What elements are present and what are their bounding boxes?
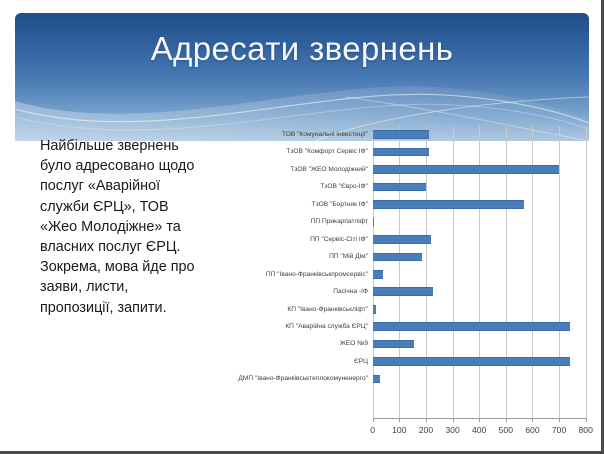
- plot-area: 0 100 200 300 400 500 600 700 800: [370, 126, 593, 435]
- category-axis: ТОВ "Комунальні інвестиції" ТзОВ "Комфорт…: [180, 126, 372, 418]
- xtick-label: 400: [472, 425, 487, 435]
- category-label: ПП Прикарпатліфт: [310, 218, 368, 226]
- bar: [372, 374, 381, 384]
- category-label: ТОВ "Комунальні інвестиції": [282, 131, 368, 138]
- axis-tick: [372, 418, 374, 422]
- bar: [372, 130, 430, 140]
- gridline: [559, 126, 561, 418]
- axis-tick: [585, 418, 587, 422]
- category-label: ЖЕО №9: [339, 340, 368, 348]
- axis-tick: [479, 418, 481, 422]
- category-label: ТзОВ "Комфорт Сервіс ІФ": [286, 148, 368, 156]
- category-label: ТзОВ "Бортняк ІФ": [311, 200, 368, 208]
- category-label: ДМП "Івано-Франківськтеплокомуненерго": [238, 375, 368, 383]
- bar: [372, 339, 414, 349]
- category-label: ТзОВ "Євро-ІФ": [320, 183, 368, 191]
- category-label: ТзОВ "ЖЕО Молодіжний": [290, 165, 368, 173]
- category-label: ПП "Мій Дім": [329, 253, 368, 261]
- category-label: ПП "Івано-Франківськпромсервіс": [265, 270, 368, 278]
- xtick-label: 700: [551, 425, 567, 435]
- xtick-label: 800: [578, 425, 593, 435]
- bar: [372, 217, 375, 227]
- title-banner: [15, 13, 589, 141]
- bar: [372, 165, 560, 174]
- category-label: Пасічна -ІФ: [333, 288, 368, 296]
- bar-chart: ТОВ "Комунальні інвестиції" ТзОВ "Комфорт…: [180, 126, 593, 436]
- bar: [372, 235, 432, 244]
- xtick-label: 100: [392, 425, 407, 435]
- xtick-label: 200: [418, 425, 434, 435]
- gridline: [505, 126, 507, 418]
- axis-tick: [452, 418, 454, 422]
- xtick-label: 0: [370, 425, 376, 435]
- xtick-label: 500: [498, 425, 513, 435]
- gridline: [479, 126, 481, 418]
- bar: [372, 287, 434, 297]
- bar: [372, 147, 430, 157]
- banner-wave-decoration: [15, 86, 589, 141]
- bar: [372, 252, 423, 262]
- category-label: ЄРЦ: [353, 357, 368, 365]
- body-paragraph: Найбільше звернень було адресовано щодо …: [40, 138, 195, 316]
- category-label: КП "Івано-Франківськліфт": [287, 305, 368, 313]
- bar: [372, 357, 570, 366]
- bar: [372, 182, 426, 192]
- axis-tick: [505, 418, 507, 422]
- xtick-label: 600: [525, 425, 540, 435]
- bar: [372, 270, 384, 279]
- axis-tick: [532, 418, 534, 422]
- page-title: Адресати звернень: [150, 30, 454, 67]
- gridline: [452, 126, 454, 418]
- xtick-label: 300: [445, 425, 460, 435]
- bar: [372, 304, 376, 314]
- gridline: [585, 126, 587, 418]
- bar: [372, 322, 570, 331]
- gridline: [532, 126, 534, 418]
- axis-tick: [399, 418, 401, 422]
- gridline: [399, 126, 401, 418]
- bar: [372, 200, 525, 209]
- axis-tick: [425, 418, 427, 422]
- category-label: КП "Аварійна служба ЄРЦ": [285, 322, 368, 330]
- axis-tick: [559, 418, 561, 422]
- category-label: ПП "Сервіс-Сіті ІФ": [310, 235, 368, 243]
- gridline: [425, 126, 427, 418]
